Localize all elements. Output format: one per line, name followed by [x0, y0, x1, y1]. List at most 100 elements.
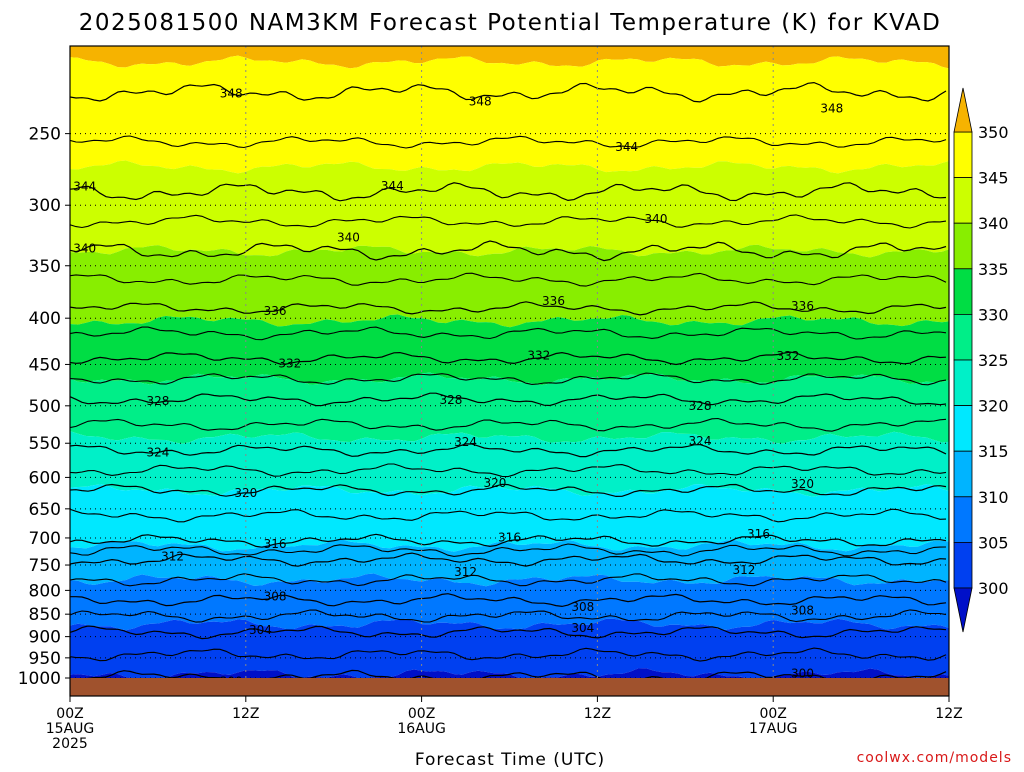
contour-line-minor	[70, 573, 947, 587]
colorbar-tick-label: 320	[978, 397, 1009, 416]
y-tick-label: 700	[29, 529, 61, 549]
colorbar-tick-label: 300	[978, 579, 1009, 598]
contour-label: 340	[73, 242, 96, 256]
contour-line-minor	[70, 647, 947, 662]
contour-label: 324	[454, 435, 477, 449]
y-tick-label: 750	[29, 556, 61, 576]
colorbar-segment	[953, 359, 973, 406]
contour-label: 304	[571, 621, 594, 635]
colorbar-segment	[953, 496, 973, 543]
filled-band	[70, 55, 949, 174]
contour-label: 340	[645, 212, 668, 226]
contour-line-minor	[70, 609, 947, 623]
contour-label: 344	[615, 140, 638, 154]
contour-line-328	[70, 392, 947, 407]
contour-line-320	[70, 483, 947, 498]
y-tick-label: 350	[29, 257, 61, 277]
contour-label: 340	[337, 230, 360, 244]
contour-line-300	[86, 669, 947, 678]
y-tick-label: 650	[29, 500, 61, 520]
contour-line-316	[70, 533, 947, 548]
contour-label: 312	[732, 563, 755, 577]
x-tick-label: 12Z	[935, 706, 962, 722]
contour-line-304	[70, 625, 947, 640]
y-tick-label: 850	[29, 605, 61, 625]
contour-line-minor	[70, 135, 947, 149]
x-tick-label: 2025	[52, 736, 88, 752]
contour-label: 312	[161, 550, 184, 564]
colorbar-tick-label: 315	[978, 442, 1009, 461]
contour-line-324	[70, 443, 947, 458]
contour-label: 332	[527, 348, 550, 362]
contour-line-minor	[70, 272, 947, 287]
contour-label: 324	[146, 446, 169, 460]
contour-label: 300	[791, 666, 814, 680]
ground-surface	[70, 678, 949, 696]
contour-label: 316	[498, 531, 521, 545]
contour-label: 336	[791, 299, 814, 313]
contour-label: 300	[220, 675, 243, 689]
contour-line-336	[70, 301, 947, 316]
axes: 250 300 350 400 450 500 550 600 650 700 750 800 850 9…	[18, 45, 963, 752]
contour-line-minor	[70, 508, 947, 523]
contour-label: 348	[469, 95, 492, 109]
y-tick-label: 500	[29, 397, 61, 417]
y-tick-label: 400	[29, 309, 61, 329]
filled-band	[70, 244, 949, 328]
x-tick-label: 00Z	[408, 706, 435, 722]
filled-band	[70, 46, 949, 69]
contour-label: 312	[454, 565, 477, 579]
colorbar-segment	[953, 268, 973, 315]
colorbar-tick-label: 345	[978, 169, 1009, 188]
contour-label: 320	[791, 477, 814, 491]
colorbar-tick-label: 305	[978, 533, 1009, 552]
y-tick-label: 250	[29, 125, 61, 145]
colorbar-segment	[953, 450, 973, 498]
x-tick-label: 15AUG	[46, 721, 95, 737]
contour-label: 304	[249, 623, 272, 637]
plot-frame	[69, 45, 950, 697]
plot-area: 348 348 348 344 344 344 340 340 340 336 336 336 332 3…	[70, 46, 949, 689]
colorbar-tick-label: 335	[978, 260, 1009, 279]
colorbar-top-arrow	[953, 87, 973, 133]
filled-band	[70, 160, 949, 258]
contour-line-312	[70, 552, 947, 567]
contour-label: 344	[73, 179, 96, 193]
colorbar-tick-label: 350	[978, 123, 1009, 142]
x-tick-label: 16AUG	[397, 721, 446, 737]
contour-label: 308	[571, 600, 594, 614]
filled-band	[70, 484, 949, 552]
contour-label: 308	[791, 603, 814, 617]
contour-label: 344	[381, 179, 404, 193]
colorbar-tick-label: 325	[978, 351, 1009, 370]
x-tick-label: 00Z	[759, 706, 786, 722]
colorbar-tick-label: 310	[978, 488, 1009, 507]
y-tick-label: 600	[29, 468, 61, 488]
colorbar-tick-label: 340	[978, 214, 1009, 233]
contour-line-minor	[70, 326, 947, 341]
colorbar-segment	[953, 313, 973, 361]
contour-label: 336	[542, 294, 565, 308]
contour-line-332	[70, 351, 947, 366]
contour-label: 320	[234, 486, 257, 500]
colorbar-bottom-arrow	[953, 587, 973, 633]
filled-band	[70, 618, 949, 678]
contour-label: 316	[747, 527, 770, 541]
y-tick-label: 800	[29, 581, 61, 601]
x-tick-label: 12Z	[232, 706, 259, 722]
plot-clip-group: 348 348 348 344 344 344 340 340 340 336 336 336 332 3…	[70, 46, 949, 689]
y-tick-label: 300	[29, 196, 61, 216]
filled-band	[70, 372, 949, 444]
contour-label: 308	[264, 590, 287, 604]
y-tick-label: 550	[29, 434, 61, 454]
contour-line-minor	[70, 463, 947, 478]
contour-label: 336	[264, 304, 287, 318]
x-tick-label: 17AUG	[749, 721, 798, 737]
contour-label: 332	[278, 356, 301, 370]
colorbar-segment	[953, 131, 973, 178]
contour-line-minor	[70, 543, 947, 557]
contour-line-344	[70, 182, 947, 202]
y-tick-label: 450	[29, 355, 61, 375]
contour-line-340	[70, 240, 947, 262]
